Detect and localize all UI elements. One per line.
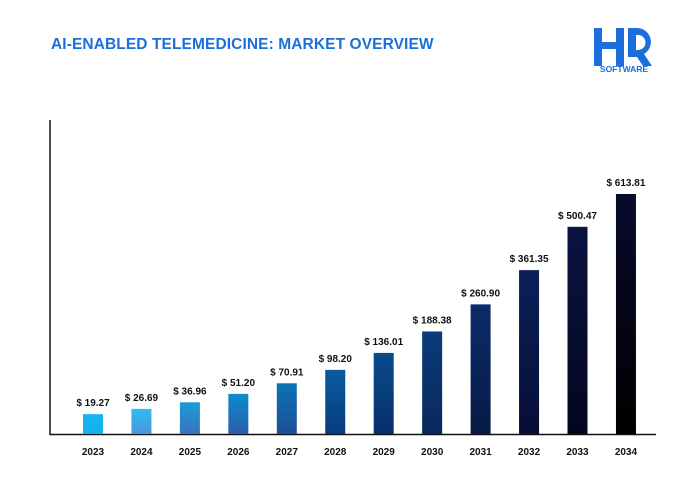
bar-2030 [422,331,443,434]
x-tick-label: 2029 [373,447,396,458]
bar-2024 [131,408,152,434]
bar-2027 [276,383,297,434]
x-tick-label: 2034 [615,447,638,458]
x-tick-label: 2023 [82,447,105,458]
chart-title: AI-ENABLED TELEMEDICINE: MARKET OVERVIEW [51,36,434,53]
bar-2033 [567,226,588,434]
bar-2025 [179,402,200,434]
bar-2029 [373,352,394,434]
data-label: $ 188.38 [413,315,452,326]
x-tick-label: 2031 [469,447,492,458]
hq-logo [594,28,652,66]
data-label: $ 36.96 [173,386,207,397]
data-label: $ 260.90 [461,288,500,299]
bar-2034 [615,194,636,434]
x-tick-label: 2030 [421,447,444,458]
x-tick-label: 2032 [518,447,541,458]
data-label: $ 98.20 [319,354,353,365]
data-label: $ 613.81 [606,178,645,189]
bar-2026 [228,393,249,434]
data-label: $ 19.27 [76,398,110,409]
data-label: $ 26.69 [125,393,159,404]
x-tick-label: 2027 [276,447,299,458]
bar-2028 [325,369,346,434]
bar-2023 [83,414,103,434]
data-label: $ 500.47 [558,211,597,222]
logo-subtitle: SOFTWARE [599,64,649,74]
bar-2031 [470,304,491,434]
x-tick-label: 2033 [566,447,589,458]
data-label: $ 51.20 [222,378,256,389]
x-tick-label: 2026 [227,447,250,458]
x-tick-label: 2024 [130,447,153,458]
data-label: $ 70.91 [270,367,304,378]
bar-2032 [519,270,540,434]
data-label: $ 136.01 [364,337,403,348]
data-label: $ 361.35 [510,254,549,265]
x-tick-label: 2025 [179,447,202,458]
x-tick-label: 2028 [324,447,347,458]
